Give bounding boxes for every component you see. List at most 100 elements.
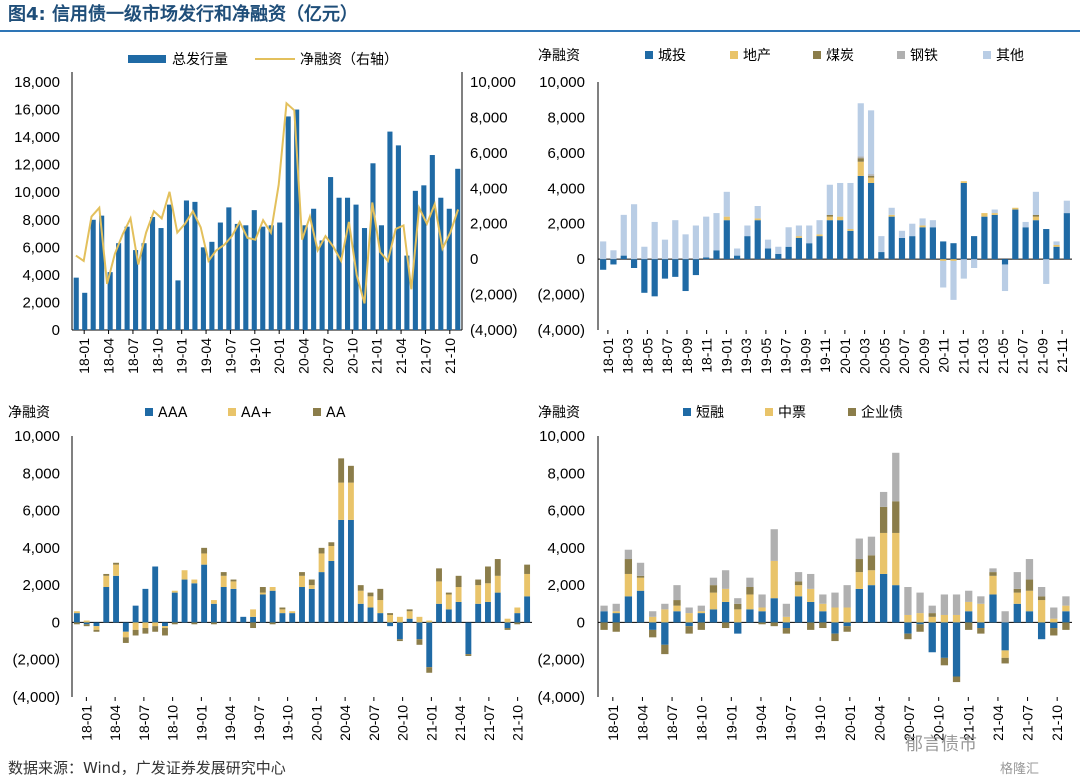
p1-bar-total [285, 116, 291, 330]
p2-bar-其他 [795, 225, 803, 237]
p2-bar-城投 [610, 259, 617, 265]
p3-ytick-label: (2,000) [12, 652, 60, 669]
p3-bar-AA [113, 562, 119, 565]
p2-bar-其他 [734, 248, 741, 256]
p4-bar-中票 [879, 532, 888, 574]
p3-bar-AA [426, 667, 433, 673]
p3-ytick-label: 6,000 [22, 503, 60, 520]
p4-bar-短融 [879, 573, 888, 623]
p4-bar-中票 [709, 592, 718, 610]
p1-bar-total [243, 225, 249, 330]
source-note: 数据来源：Wind，广发证券发展研究中心 [8, 759, 286, 777]
p2-xtick-label: 20-07 [896, 338, 912, 374]
p4-bar-企业债 [636, 575, 645, 578]
p2-bar-城投 [909, 236, 916, 260]
p3-bar-AA+ [230, 581, 237, 589]
p1-right-ytick-label: (4,000) [470, 322, 518, 339]
p1-bar-total [175, 280, 181, 330]
p1-xtick-label: 19-01 [174, 338, 190, 374]
p3-legend-swatch [145, 408, 153, 416]
p2-bar-城投 [734, 255, 741, 260]
p3-bar-AAA [348, 519, 354, 623]
p2-bar-城投 [847, 230, 854, 260]
p4-bar-企业债 [928, 613, 936, 617]
p2-ytick-label: 8,000 [547, 109, 585, 126]
p1-bar-total [336, 197, 342, 330]
p3-bar-AAA [338, 519, 345, 623]
p2-bar-城投 [1001, 259, 1009, 265]
p4-bar-企业债 [782, 628, 791, 634]
p4-bar-企业债 [612, 622, 620, 632]
p1-bar-total [150, 217, 156, 330]
p3-xtick-label: 20-07 [366, 705, 382, 741]
p3-bar-AA+ [318, 553, 325, 573]
p1-left-ytick-label: 10,000 [14, 184, 60, 201]
p1-bar-total [294, 109, 300, 330]
p4-bar-企业债 [600, 622, 608, 630]
p4-bar-其他 [1025, 559, 1034, 580]
p3-bar-AA [220, 572, 227, 576]
p3-bar-AA [514, 622, 521, 625]
p4-bar-中票 [819, 603, 827, 612]
p2-bar-其他 [744, 225, 751, 237]
p2-bar-其他 [641, 246, 648, 260]
p4-bar-中票 [758, 607, 766, 612]
p2-bar-城投 [744, 236, 751, 260]
p1-right-ytick-label: (2,000) [470, 287, 518, 304]
p1-right-ytick-label: 2,000 [470, 216, 508, 233]
p3-legend-swatch [313, 408, 321, 416]
p4-bar-中票 [612, 611, 620, 614]
p4-legend-swatch [848, 408, 856, 416]
p3-bar-AAA [162, 622, 168, 627]
p2-xtick-label: 19-09 [797, 338, 813, 374]
p2-bar-城投 [867, 182, 875, 260]
p3-bar-AA [416, 639, 423, 645]
p4-xtick-label: 19-04 [753, 705, 769, 741]
p3-bar-AA [357, 585, 364, 591]
p4-bar-短融 [721, 601, 730, 623]
p3-bar-AA+ [396, 616, 403, 623]
p4-bar-中票 [734, 609, 742, 623]
p2-xtick-label: 21-09 [1034, 338, 1050, 374]
p4-bar-企业债 [807, 622, 815, 630]
p4-bar-企业债 [1001, 657, 1009, 664]
p2-xtick-label: 19-07 [778, 338, 794, 374]
p4-bar-短融 [709, 609, 718, 623]
p2-bar-城投 [857, 175, 864, 260]
p1-xtick-label: 18-04 [101, 338, 117, 374]
p3-bar-AA [494, 559, 501, 576]
p2-bar-城投 [630, 259, 638, 268]
p4-bar-企业债 [916, 624, 924, 632]
p3-bar-AAA [445, 609, 452, 623]
p3-bar-AAA [416, 622, 423, 640]
p3-bar-AA+ [259, 592, 266, 595]
p2-xtick-label: 21-07 [1015, 338, 1031, 374]
p4-bar-其他 [661, 603, 669, 610]
p2-bar-其他 [888, 207, 895, 215]
p3-bar-AA [338, 458, 345, 483]
p4-bar-企业债 [721, 622, 730, 629]
p2-bar-城投 [1053, 246, 1060, 260]
p2-bar-其他 [898, 230, 906, 238]
p4-bar-企业债 [831, 633, 839, 642]
p2-bar-其他 [940, 260, 947, 288]
p3-bar-AA+ [377, 600, 384, 614]
p2-bar-其他 [723, 191, 730, 217]
p2-xtick-label: 18-09 [679, 338, 695, 374]
p4-bar-其他 [734, 598, 742, 604]
p3-legend-label: AA [326, 405, 346, 421]
p2-bar-城投 [1012, 209, 1019, 260]
p3-bar-AA+ [455, 587, 462, 602]
p2-bar-城投 [723, 220, 730, 260]
p2-xtick-label: 20-01 [837, 338, 853, 374]
p4-bar-其他 [600, 605, 608, 612]
p4-bar-企业债 [1037, 596, 1046, 601]
p1-bar-total [455, 168, 461, 330]
p4-bar-短融 [794, 596, 803, 623]
p1-bar-total [429, 155, 435, 330]
p4-bar-短融 [697, 613, 705, 623]
p2-bar-城投 [672, 259, 679, 277]
p2-bar-城投 [641, 259, 648, 293]
p3-bar-AA+ [142, 622, 149, 629]
p3-bar-AA+ [475, 585, 482, 604]
